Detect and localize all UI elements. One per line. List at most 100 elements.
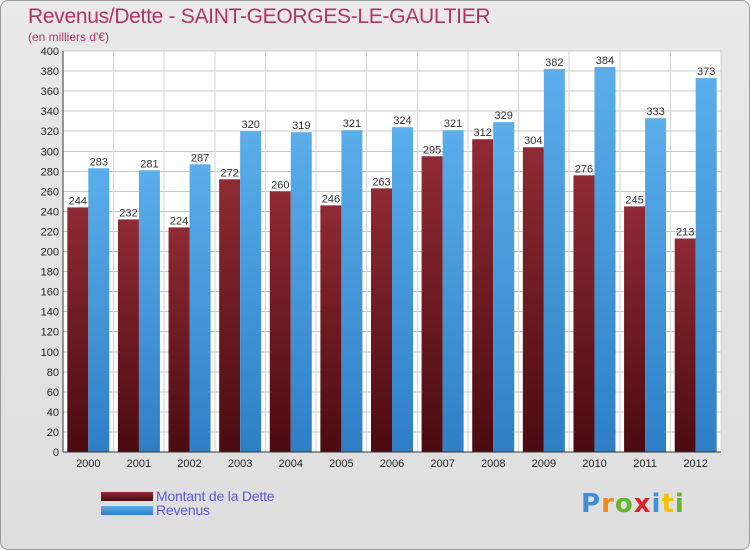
bars [67, 67, 717, 453]
bar-revenus [392, 127, 413, 452]
value-label-revenus: 319 [292, 120, 310, 132]
x-tick-label: 2005 [329, 458, 353, 470]
logo-letter: i [674, 489, 685, 519]
x-tick-label: 2004 [279, 458, 303, 470]
y-tick-label: 320 [41, 126, 59, 138]
value-label-debt: 244 [69, 195, 87, 207]
bar-revenus [189, 164, 211, 452]
bar-debt [522, 147, 544, 453]
value-label-debt: 246 [322, 193, 340, 205]
value-label-revenus: 320 [241, 119, 259, 131]
value-label-revenus: 384 [596, 55, 614, 67]
value-label-revenus: 333 [646, 106, 664, 118]
bar-debt [371, 188, 392, 452]
logo-letter: x [633, 489, 652, 519]
value-label-revenus: 283 [90, 156, 108, 168]
x-tick-label: 2007 [430, 458, 454, 470]
logo-letter: r [601, 489, 615, 519]
legend-item-revenus: Revenus [101, 502, 210, 518]
x-tick-label: 2001 [127, 458, 151, 470]
value-label-revenus: 324 [393, 115, 411, 127]
value-label-debt: 295 [423, 144, 441, 156]
value-label-debt: 272 [220, 167, 238, 179]
value-label-debt: 245 [625, 194, 643, 206]
value-label-debt: 312 [474, 127, 492, 139]
legend-label-revenus: Revenus [156, 502, 210, 518]
y-tick-label: 60 [47, 387, 59, 399]
bar-debt [573, 175, 595, 452]
bar-revenus [543, 69, 565, 453]
x-tick-label: 2006 [380, 458, 404, 470]
y-tick-label: 300 [41, 146, 59, 158]
value-label-revenus: 281 [140, 158, 158, 170]
x-tick-label: 2002 [177, 458, 201, 470]
bar-revenus [240, 131, 262, 452]
y-tick-label: 200 [41, 247, 59, 259]
legend-item-debt: Montant de la Dette [101, 488, 275, 504]
value-label-revenus: 329 [495, 110, 513, 122]
bar-debt [320, 205, 342, 452]
axes: 0 20 40 60 80 100 120 140 160 180 200 220 240 260 280 3… [41, 46, 721, 470]
y-tick-label: 360 [41, 86, 59, 98]
bar-debt [67, 207, 89, 452]
value-label-debt: 224 [170, 215, 188, 227]
x-tick-label: 2011 [633, 458, 657, 470]
y-tick-label: 220 [41, 226, 59, 238]
y-tick-label: 120 [41, 327, 59, 339]
bar-debt [472, 139, 494, 452]
y-tick-label: 140 [41, 307, 59, 319]
bar-revenus [88, 168, 110, 453]
value-labels: 244 283 232 281 224 287 272 320 260 319 246 321 263 3… [69, 55, 716, 238]
bar-revenus [493, 122, 515, 453]
y-tick-label: 100 [41, 347, 59, 359]
y-tick-label: 180 [41, 267, 59, 279]
x-tick-label: 2003 [228, 458, 252, 470]
bar-revenus [290, 132, 312, 452]
legend-swatch-debt [101, 491, 153, 501]
bar-debt [674, 238, 696, 452]
value-label-debt: 276 [575, 163, 593, 175]
logo-letter: o [614, 489, 634, 519]
x-tick-label: 2009 [532, 458, 556, 470]
bar-revenus [138, 170, 160, 453]
y-tick-label: 400 [41, 46, 59, 58]
y-tick-label: 380 [41, 66, 59, 78]
y-tick-label: 20 [47, 427, 59, 439]
chart-title: Revenus/Dette - SAINT-GEORGES-LE-GAULTIE… [28, 5, 491, 28]
bar-debt [624, 206, 646, 452]
value-label-revenus: 373 [697, 66, 715, 78]
x-tick-label: 2000 [76, 458, 100, 470]
value-label-debt: 304 [524, 135, 542, 147]
y-tick-label: 80 [47, 367, 59, 379]
logo-letter: P [581, 489, 602, 519]
bar-debt [421, 156, 443, 452]
bar-revenus [645, 118, 667, 452]
y-tick-label: 340 [41, 106, 59, 118]
logo-letter: t [661, 489, 675, 519]
y-tick-label: 280 [41, 166, 59, 178]
value-label-revenus: 382 [545, 57, 563, 69]
x-tick-label: 2008 [481, 458, 505, 470]
x-tick-label: 2012 [683, 458, 707, 470]
y-tick-label: 240 [41, 206, 59, 218]
y-tick-label: 260 [41, 186, 59, 198]
bar-revenus [341, 130, 363, 452]
bar-debt [168, 227, 190, 452]
value-label-revenus: 321 [343, 118, 361, 130]
value-label-debt: 213 [676, 226, 694, 238]
y-tick-label: 40 [47, 407, 59, 419]
x-tick-label: 2010 [582, 458, 606, 470]
y-tick-label: 160 [41, 287, 59, 299]
bar-debt [219, 179, 241, 452]
value-label-debt: 263 [372, 176, 390, 188]
bar-revenus [594, 67, 616, 452]
value-label-debt: 232 [119, 207, 137, 219]
bar-revenus [695, 78, 717, 452]
chart-subtitle: (en milliers d'€) [28, 30, 109, 44]
bar-debt [269, 191, 291, 452]
logo-letter: i [651, 489, 662, 519]
y-tick-label: 0 [53, 447, 59, 459]
legend-label-debt: Montant de la Dette [156, 488, 275, 504]
